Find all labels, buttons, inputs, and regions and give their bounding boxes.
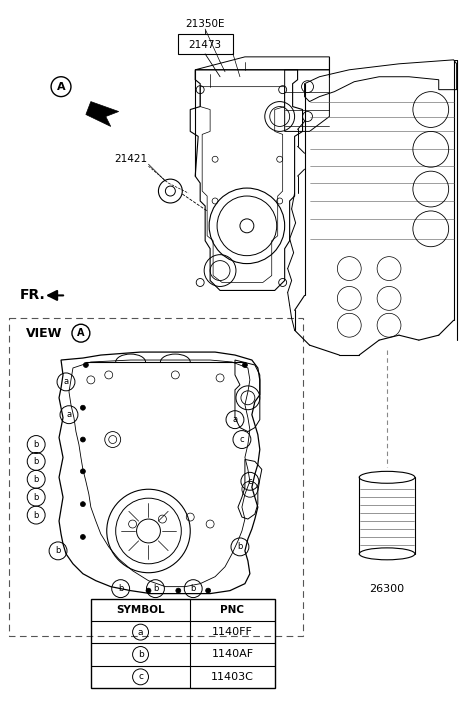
Text: SYMBOL: SYMBOL: [116, 605, 164, 615]
Text: b: b: [237, 542, 242, 551]
Text: 21473: 21473: [188, 40, 221, 50]
Text: b: b: [34, 457, 39, 466]
Polygon shape: [86, 102, 118, 126]
Text: b: b: [55, 547, 61, 555]
Text: c: c: [138, 672, 143, 681]
Text: a: a: [232, 415, 237, 424]
Text: b: b: [34, 440, 39, 449]
Text: 1140AF: 1140AF: [211, 649, 253, 659]
Text: 21421: 21421: [114, 154, 147, 164]
Text: c: c: [247, 477, 252, 486]
Circle shape: [205, 588, 210, 593]
Circle shape: [80, 469, 85, 474]
Text: 1140FF: 1140FF: [212, 627, 252, 637]
Text: b: b: [137, 650, 143, 659]
Circle shape: [80, 405, 85, 410]
Text: b: b: [34, 493, 39, 502]
Text: a: a: [66, 410, 72, 419]
Text: A: A: [56, 81, 65, 92]
Text: 11403C: 11403C: [211, 672, 253, 682]
Bar: [9, 318, 302, 636]
Bar: [178, 34, 232, 54]
Circle shape: [80, 534, 85, 539]
Text: 26300: 26300: [369, 584, 404, 594]
Text: a: a: [63, 377, 68, 386]
Text: b: b: [34, 475, 39, 483]
Text: a: a: [138, 627, 143, 637]
Text: 21350E: 21350E: [185, 19, 224, 29]
Text: b: b: [190, 584, 196, 593]
Text: VIEW: VIEW: [26, 326, 62, 340]
Circle shape: [80, 502, 85, 507]
Text: b: b: [118, 584, 123, 593]
Circle shape: [175, 588, 180, 593]
Circle shape: [83, 363, 88, 367]
Text: PNC: PNC: [220, 605, 244, 615]
Circle shape: [242, 363, 247, 367]
Text: b: b: [34, 510, 39, 520]
Text: c: c: [239, 435, 244, 444]
Circle shape: [146, 588, 151, 593]
Text: FR.: FR.: [19, 289, 45, 302]
Bar: [90, 598, 274, 688]
Circle shape: [80, 437, 85, 442]
Text: b: b: [152, 584, 158, 593]
Text: A: A: [77, 328, 84, 338]
